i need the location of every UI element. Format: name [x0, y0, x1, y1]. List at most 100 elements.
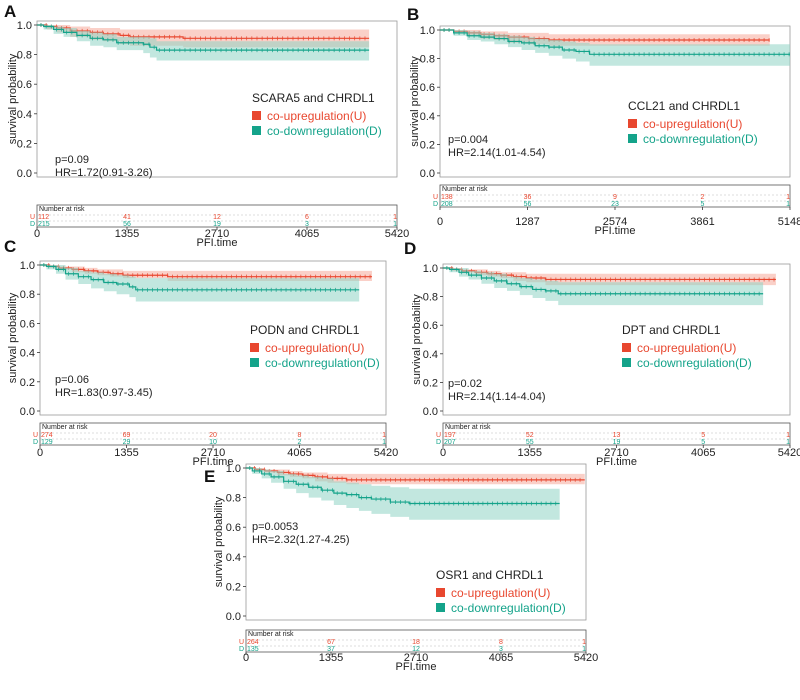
risk-value-u: 1: [786, 432, 790, 439]
legend-label-down: co-downregulation(D): [267, 124, 382, 138]
ci-band-down: [440, 30, 790, 66]
y-tick-label: 0.6: [20, 318, 35, 330]
panel-d: D 0.0 0.2 0.4 0.6 0.8 1.0 survival probability D…: [404, 239, 800, 468]
p-value: p=0.06: [55, 374, 89, 386]
x-tick-label: 4065: [287, 447, 311, 459]
risk-value-u: 6: [305, 214, 309, 221]
gene-pair-title: OSR1 and CHRDL1: [436, 568, 544, 582]
risk-value-u: 1: [382, 432, 386, 439]
risk-value-u: 1: [786, 194, 790, 201]
y-tick-label: 0.8: [20, 289, 35, 301]
y-tick-label: 1.0: [420, 25, 435, 37]
legend-label-down: co-downregulation(D): [637, 356, 752, 370]
x-axis-label: PFI.time: [596, 456, 637, 468]
gene-pair-title: DPT and CHRDL1: [622, 323, 721, 337]
legend-swatch-up: [628, 119, 637, 128]
risk-value-u: 197: [444, 432, 456, 439]
risk-value-d: 1: [393, 221, 397, 228]
p-value: p=0.0053: [252, 521, 298, 533]
legend-label-up: co-upregulation(U): [451, 586, 550, 600]
ci-band-down: [443, 268, 764, 306]
risk-value-u: 5: [701, 432, 705, 439]
gene-pair-title: PODN and CHRDL1: [250, 323, 360, 337]
risk-row-label-u: U: [239, 639, 244, 646]
risk-value-u: 41: [123, 214, 131, 221]
risk-row-label-d: D: [33, 439, 38, 446]
panel-letter: A: [4, 2, 16, 21]
ci-band-down: [37, 25, 370, 61]
y-axis-label: survival probability: [411, 294, 423, 385]
risk-value-d: 19: [613, 439, 621, 446]
y-tick-label: 0.6: [423, 320, 438, 332]
y-tick-label: 0.0: [420, 168, 435, 180]
gene-pair-title: SCARA5 and CHRDL1: [252, 91, 375, 105]
y-tick-label: 0.6: [420, 82, 435, 94]
y-tick-label: 0.4: [423, 349, 438, 361]
plot-frame: [36, 20, 398, 178]
risk-value-d: 207: [444, 439, 456, 446]
x-tick-label: 5420: [778, 447, 800, 459]
panel-a: A 0.0 0.2 0.4 0.6 0.8 1.0 survival probability S…: [4, 2, 409, 249]
legend-swatch-down: [436, 603, 445, 612]
legend-label-down: co-downregulation(D): [265, 356, 380, 370]
y-tick-label: 0.8: [420, 54, 435, 66]
panel-letter: D: [404, 239, 416, 258]
legend-swatch-down: [622, 358, 631, 367]
hazard-ratio: HR=2.14(1.01-4.54): [448, 147, 546, 159]
hazard-ratio: HR=2.32(1.27-4.25): [252, 534, 350, 546]
x-tick-label: 2710: [404, 652, 428, 664]
risk-value-d: 10: [209, 439, 217, 446]
y-tick-label: 0.2: [226, 581, 241, 593]
y-tick-label: 0.0: [226, 611, 241, 623]
risk-row-label-u: U: [433, 194, 438, 201]
legend-swatch-up: [250, 343, 259, 352]
legend-label-up: co-upregulation(U): [643, 117, 742, 131]
y-tick-label: 0.2: [423, 377, 438, 389]
risk-value-d: 208: [441, 201, 453, 208]
x-tick-label: 0: [37, 447, 43, 459]
y-tick-label: 0.6: [226, 522, 241, 534]
p-value: p=0.004: [448, 134, 488, 146]
risk-row-label-d: D: [30, 221, 35, 228]
y-tick-label: 1.0: [423, 263, 438, 275]
x-tick-label: 1355: [115, 228, 139, 240]
risk-value-u: 9: [613, 194, 617, 201]
x-tick-label: 2710: [604, 447, 628, 459]
risk-value-u: 13: [613, 432, 621, 439]
y-tick-label: 1.0: [17, 20, 32, 32]
p-value: p=0.02: [448, 378, 482, 390]
risk-value-d: 19: [213, 221, 221, 228]
risk-value-u: 8: [499, 639, 503, 646]
legend-swatch-down: [628, 134, 637, 143]
ci-band-down: [246, 468, 560, 520]
risk-value-d: 56: [123, 221, 131, 228]
risk-value-d: 135: [247, 646, 259, 653]
y-tick-label: 0.0: [20, 406, 35, 418]
panel-e: E 0.0 0.2 0.4 0.6 0.8 1.0 survival probability O…: [204, 463, 598, 673]
x-tick-label: 1355: [319, 652, 343, 664]
x-tick-label: 0: [243, 652, 249, 664]
legend-swatch-up: [436, 588, 445, 597]
legend-label-up: co-upregulation(U): [267, 109, 366, 123]
y-axis-label: survival probability: [7, 292, 19, 383]
plot-frame: [245, 463, 587, 621]
risk-row-label-d: D: [433, 201, 438, 208]
x-tick-label: 1287: [515, 216, 539, 228]
panel-c: C 0.0 0.2 0.4 0.6 0.8 1.0 survival probability P…: [4, 237, 398, 468]
risk-value-d: 3: [499, 646, 503, 653]
hazard-ratio: HR=1.72(0.91-3.26): [55, 167, 153, 179]
legend-swatch-down: [252, 126, 261, 135]
p-value: p=0.09: [55, 154, 89, 166]
legend-swatch-down: [250, 358, 259, 367]
y-axis-label: survival probability: [213, 496, 225, 587]
risk-row-label-d: D: [436, 439, 441, 446]
y-tick-label: 0.2: [20, 377, 35, 389]
x-tick-label: 5148: [778, 216, 800, 228]
hazard-ratio: HR=2.14(1.14-4.04): [448, 391, 546, 403]
risk-row-label-d: D: [239, 646, 244, 653]
risk-table-title: Number at risk: [39, 206, 85, 213]
risk-table-title: Number at risk: [445, 424, 491, 431]
risk-value-u: 36: [524, 194, 532, 201]
risk-value-u: 52: [526, 432, 534, 439]
legend-swatch-up: [252, 111, 261, 120]
